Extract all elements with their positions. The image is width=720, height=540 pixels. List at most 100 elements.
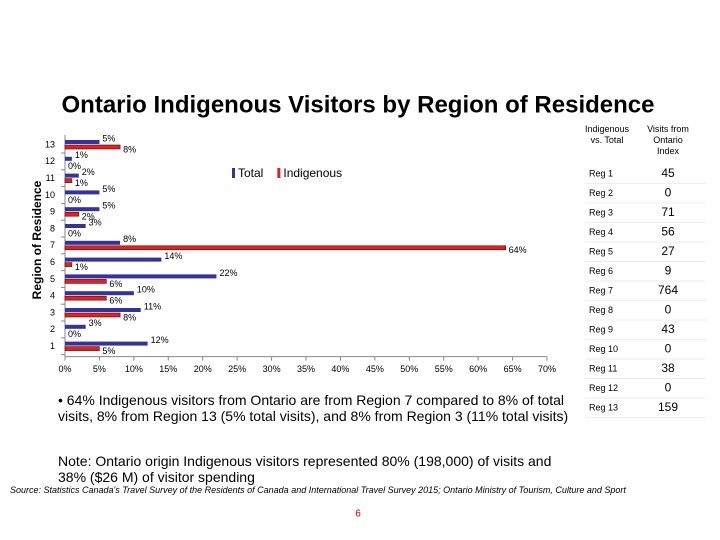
y-tick-label: 9 (50, 207, 55, 217)
y-axis-title: Region of Residence (30, 180, 44, 299)
y-tick-label: 12 (45, 156, 55, 166)
bar (65, 156, 72, 161)
value-label: 0% (68, 161, 81, 171)
bar (65, 308, 141, 312)
table-value: 56 (661, 225, 675, 239)
x-tick-label: 20% (194, 364, 212, 374)
value-label: 2% (82, 167, 95, 177)
bar (64, 279, 107, 284)
bar (64, 346, 100, 351)
table-row-label: Reg 4 (589, 227, 613, 237)
table-row-label: Reg 13 (589, 402, 618, 412)
value-label: 6% (109, 279, 122, 289)
table-value: 764 (658, 283, 678, 297)
value-label: 14% (164, 251, 182, 261)
table-value: 0 (665, 342, 672, 356)
x-tick-label: 15% (159, 364, 177, 374)
bar (64, 144, 121, 150)
value-label: 2% (82, 212, 95, 222)
value-label: 0% (68, 228, 81, 238)
table-row-label: Reg 6 (589, 266, 613, 276)
bar (65, 173, 79, 178)
table-value: 45 (661, 166, 675, 180)
note-text: Note: Ontario origin Indigenous visitors… (58, 453, 552, 485)
table-row-label: Reg 2 (589, 188, 613, 198)
table-value: 27 (661, 244, 675, 258)
table-row-label: Reg 8 (589, 305, 613, 315)
table-value: 0 (665, 186, 672, 200)
bullet-text: • 64% Indigenous visitors from Ontario a… (58, 392, 569, 424)
table-value: 43 (661, 322, 675, 336)
x-tick-label: 55% (435, 364, 453, 374)
y-tick-label: 10 (45, 190, 55, 200)
value-label: 8% (123, 234, 136, 244)
y-tick-label: 7 (50, 240, 55, 250)
source-text: Source: Statistics Canada's Travel Surve… (10, 485, 626, 495)
y-tick-label: 6 (50, 257, 55, 267)
table-row-label: Reg 10 (589, 344, 618, 354)
value-label: 11% (144, 301, 161, 311)
value-label: 0% (68, 329, 81, 339)
x-tick-label: 0% (58, 364, 71, 374)
table-header: Indigenous vs. Total (585, 124, 630, 145)
bar (65, 341, 148, 346)
legend-swatch (232, 168, 235, 178)
y-tick-label: 2 (50, 324, 55, 334)
table-row-label: Reg 7 (589, 285, 613, 295)
bar (65, 207, 100, 212)
table-value: 9 (665, 264, 672, 278)
table-row-label: Reg 11 (589, 363, 617, 373)
table-header: Visits from Ontario Index (647, 124, 689, 156)
value-label: 64% (509, 245, 527, 255)
value-label: 5% (102, 133, 115, 143)
x-tick-label: 50% (400, 364, 418, 374)
value-label: 5% (102, 201, 115, 211)
table-value: 159 (658, 400, 678, 414)
legend-label: Total (238, 166, 263, 180)
table-row-label: Reg 1 (589, 168, 613, 178)
value-label: 22% (219, 268, 237, 278)
bar (65, 324, 86, 329)
x-tick-label: 40% (331, 364, 349, 374)
value-label: 1% (75, 262, 88, 272)
table-value: 0 (665, 381, 672, 395)
x-tick-label: 35% (297, 364, 315, 374)
value-label: 1% (75, 150, 88, 160)
value-label: 8% (123, 144, 136, 154)
x-tick-label: 10% (125, 364, 143, 374)
value-label: 3% (89, 217, 102, 227)
x-tick-label: 45% (366, 364, 384, 374)
y-tick-label: 1 (50, 341, 55, 351)
y-tick-label: 13 (45, 139, 55, 149)
x-tick-label: 25% (228, 364, 246, 374)
bar (64, 295, 107, 301)
y-tick-label: 11 (46, 173, 55, 183)
table-value: 71 (661, 205, 675, 219)
table-row-label: Reg 3 (589, 207, 613, 217)
chart-title: Ontario Indigenous Visitors by Region of… (62, 91, 655, 118)
bar (65, 224, 86, 228)
bar (65, 240, 121, 245)
bar (65, 190, 100, 195)
bar (64, 178, 73, 183)
value-label: 8% (123, 312, 136, 322)
x-tick-label: 65% (504, 364, 522, 374)
bar (64, 245, 506, 251)
value-label: 12% (151, 335, 169, 345)
value-label: 0% (68, 195, 81, 205)
bar (64, 262, 73, 267)
y-tick-label: 3 (50, 307, 55, 317)
x-tick-label: 60% (469, 364, 487, 374)
y-tick-label: 8 (50, 223, 55, 233)
legend-swatch (277, 168, 281, 178)
table-row-label: Reg 12 (589, 383, 618, 393)
bar (65, 291, 134, 296)
bar (65, 140, 100, 144)
x-tick-label: 70% (538, 364, 556, 374)
value-label: 10% (137, 285, 155, 295)
page-number: 6 (355, 509, 361, 520)
table-value: 38 (661, 361, 675, 375)
x-tick-label: 30% (263, 364, 281, 374)
